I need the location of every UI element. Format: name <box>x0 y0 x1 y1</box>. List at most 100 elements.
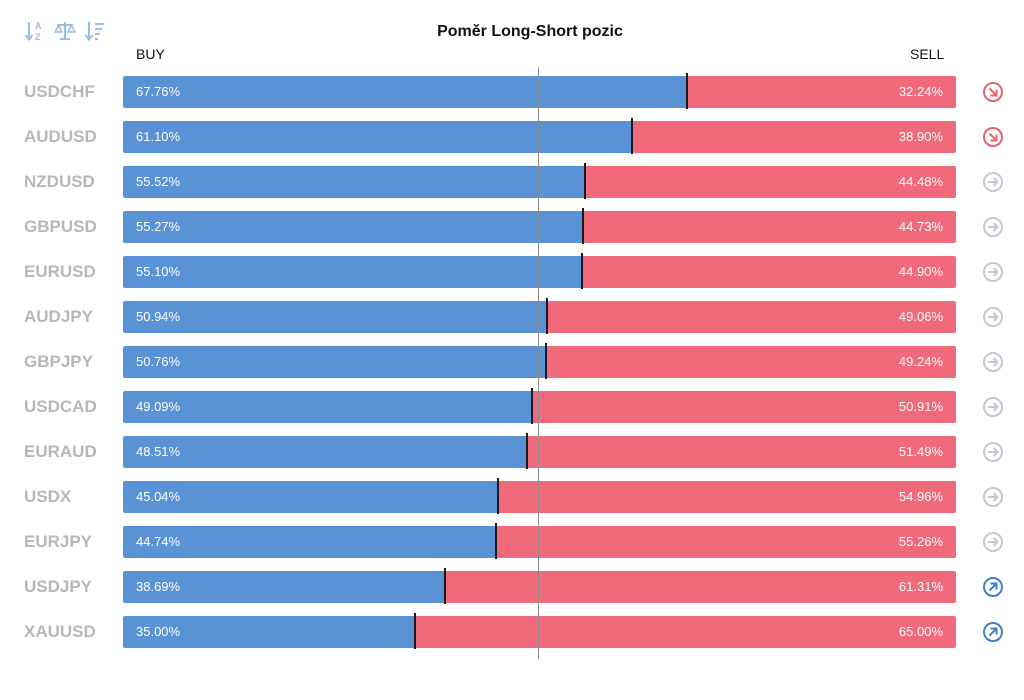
buy-bar: 55.10% <box>123 256 582 288</box>
pair-symbol[interactable]: EURJPY <box>24 532 93 551</box>
signal-button[interactable] <box>982 81 1004 103</box>
buy-bar: 67.76% <box>123 76 687 108</box>
sell-percent-label: 49.06% <box>898 309 943 324</box>
buy-bar: 38.69% <box>123 571 445 603</box>
pair-symbol[interactable]: USDJPY <box>24 577 93 596</box>
toolbar: A Z <box>24 18 106 44</box>
buy-bar: 50.76% <box>123 346 546 378</box>
ratio-bar[interactable]: 50.94% 49.06% <box>123 301 956 333</box>
ratio-bar[interactable]: 55.52% 44.48% <box>123 166 956 198</box>
pair-symbol[interactable]: USDX <box>24 487 72 506</box>
sort-alphabetical-icon: A Z <box>24 21 42 42</box>
ratio-bar[interactable]: 50.76% 49.24% <box>123 346 956 378</box>
buy-percent-label: 67.76% <box>136 84 181 99</box>
signal-button[interactable] <box>982 396 1004 418</box>
ratio-divider <box>495 523 497 559</box>
ratio-bar[interactable]: 35.00% 65.00% <box>123 616 956 648</box>
pair-row: GBPUSD 55.27% 44.73% <box>0 208 1024 244</box>
buy-bar: 49.09% <box>123 391 532 423</box>
ratio-bar[interactable]: 45.04% 54.96% <box>123 481 956 513</box>
sell-bar: 50.91% <box>532 391 956 423</box>
ratio-bar[interactable]: 49.09% 50.91% <box>123 391 956 423</box>
pair-symbol[interactable]: EURAUD <box>24 442 97 461</box>
trend-neutral-icon <box>983 172 1003 192</box>
trend-neutral-icon <box>983 262 1003 282</box>
buy-percent-label: 49.09% <box>136 399 181 414</box>
pair-row: GBPJPY 50.76% 49.24% <box>0 343 1024 379</box>
pair-symbol[interactable]: EURUSD <box>24 262 96 281</box>
trend-neutral-icon <box>983 217 1003 237</box>
pair-symbol[interactable]: XAUUSD <box>24 622 96 641</box>
buy-percent-label: 55.10% <box>136 264 181 279</box>
pair-symbol[interactable]: GBPJPY <box>24 352 93 371</box>
buy-bar: 55.52% <box>123 166 585 198</box>
signal-button[interactable] <box>982 531 1004 553</box>
pair-row: AUDUSD 61.10% 38.90% <box>0 118 1024 154</box>
svg-text:Z: Z <box>35 32 41 42</box>
trend-neutral-icon <box>983 442 1003 462</box>
buy-percent-label: 48.51% <box>136 444 181 459</box>
center-reference-line <box>538 67 539 659</box>
ratio-bar[interactable]: 55.27% 44.73% <box>123 211 956 243</box>
pair-symbol[interactable]: AUDUSD <box>24 127 97 146</box>
sell-percent-label: 65.00% <box>898 624 943 639</box>
sort-descending-button[interactable] <box>84 18 106 44</box>
signal-button[interactable] <box>982 261 1004 283</box>
pair-row: AUDJPY 50.94% 49.06% <box>0 298 1024 334</box>
sell-percent-label: 55.26% <box>898 534 943 549</box>
signal-button[interactable] <box>982 216 1004 238</box>
ratio-bar[interactable]: 44.74% 55.26% <box>123 526 956 558</box>
pair-row: USDJPY 38.69% 61.31% <box>0 568 1024 604</box>
sort-alphabetical-button[interactable]: A Z <box>24 18 46 44</box>
ratio-divider <box>444 568 446 604</box>
buy-bar: 44.74% <box>123 526 496 558</box>
ratio-divider <box>582 208 584 244</box>
pair-row: NZDUSD 55.52% 44.48% <box>0 163 1024 199</box>
sell-bar: 55.26% <box>496 526 956 558</box>
buy-percent-label: 61.10% <box>136 129 181 144</box>
pair-symbol[interactable]: GBPUSD <box>24 217 97 236</box>
svg-text:A: A <box>35 21 42 31</box>
ratio-divider <box>581 253 583 289</box>
pair-row: EURAUD 48.51% 51.49% <box>0 433 1024 469</box>
trend-neutral-icon <box>983 307 1003 327</box>
signal-button[interactable] <box>982 351 1004 373</box>
buy-percent-label: 45.04% <box>136 489 181 504</box>
ratio-divider <box>497 478 499 514</box>
sell-percent-label: 49.24% <box>898 354 943 369</box>
pair-row: EURJPY 44.74% 55.26% <box>0 523 1024 559</box>
trend-neutral-icon <box>983 352 1003 372</box>
signal-button[interactable] <box>982 576 1004 598</box>
signal-button[interactable] <box>982 486 1004 508</box>
ratio-bar[interactable]: 55.10% 44.90% <box>123 256 956 288</box>
ratio-bar[interactable]: 38.69% 61.31% <box>123 571 956 603</box>
buy-percent-label: 35.00% <box>136 624 181 639</box>
buy-column-label: BUY <box>136 46 165 62</box>
sell-bar: 49.24% <box>546 346 956 378</box>
pair-symbol[interactable]: AUDJPY <box>24 307 93 326</box>
ratio-divider <box>584 163 586 199</box>
ratio-bar[interactable]: 61.10% 38.90% <box>123 121 956 153</box>
signal-button[interactable] <box>982 126 1004 148</box>
buy-bar: 35.00% <box>123 616 415 648</box>
signal-button[interactable] <box>982 171 1004 193</box>
ratio-bar[interactable]: 67.76% 32.24% <box>123 76 956 108</box>
sort-descending-icon <box>84 22 104 42</box>
pair-symbol[interactable]: USDCHF <box>24 82 95 101</box>
sell-percent-label: 44.48% <box>898 174 943 189</box>
balance-scale-icon <box>54 22 76 40</box>
ratio-bar[interactable]: 48.51% 51.49% <box>123 436 956 468</box>
ratio-divider <box>531 388 533 424</box>
buy-bar: 48.51% <box>123 436 527 468</box>
sell-percent-label: 50.91% <box>898 399 943 414</box>
pair-symbol[interactable]: USDCAD <box>24 397 97 416</box>
ratio-divider <box>631 118 633 154</box>
pair-symbol[interactable]: NZDUSD <box>24 172 95 191</box>
signal-button[interactable] <box>982 441 1004 463</box>
buy-percent-label: 50.76% <box>136 354 181 369</box>
signal-button[interactable] <box>982 306 1004 328</box>
balance-button[interactable] <box>54 18 76 44</box>
signal-button[interactable] <box>982 621 1004 643</box>
sell-percent-label: 61.31% <box>898 579 943 594</box>
sell-percent-label: 51.49% <box>898 444 943 459</box>
